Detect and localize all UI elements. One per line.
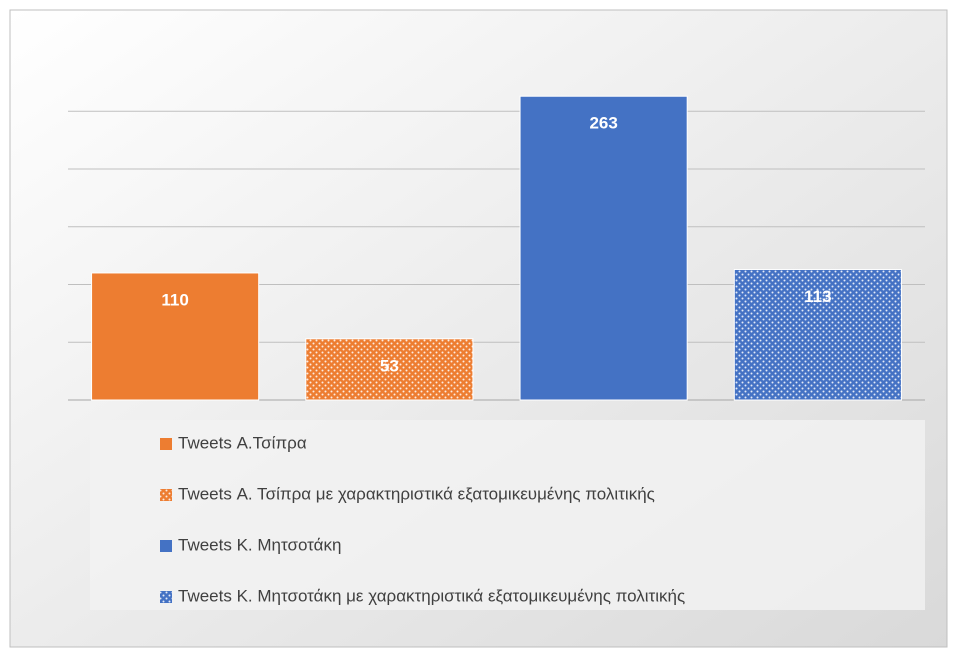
- data-label: 53: [380, 356, 399, 375]
- legend-label: Tweets Α. Τσίπρα με χαρακτηριστικά εξατο…: [178, 484, 655, 503]
- legend-label: Tweets Α.Τσίπρα: [178, 433, 307, 452]
- legend-swatch: [160, 438, 172, 450]
- bar: [733, 268, 902, 401]
- legend-swatch: [160, 591, 172, 603]
- legend-label: Tweets Κ. Μητσοτάκη: [178, 535, 341, 554]
- legend-swatch: [160, 489, 172, 501]
- legend-box: [90, 420, 925, 610]
- data-label: 110: [161, 290, 188, 309]
- bar: [91, 272, 260, 401]
- legend-label: Tweets Κ. Μητσοτάκη με χαρακτηριστικά εξ…: [178, 586, 685, 605]
- legend-swatch: [160, 540, 172, 552]
- bar: [519, 95, 688, 401]
- bar: [305, 338, 474, 401]
- data-label: 113: [804, 287, 831, 306]
- data-label: 263: [589, 114, 617, 133]
